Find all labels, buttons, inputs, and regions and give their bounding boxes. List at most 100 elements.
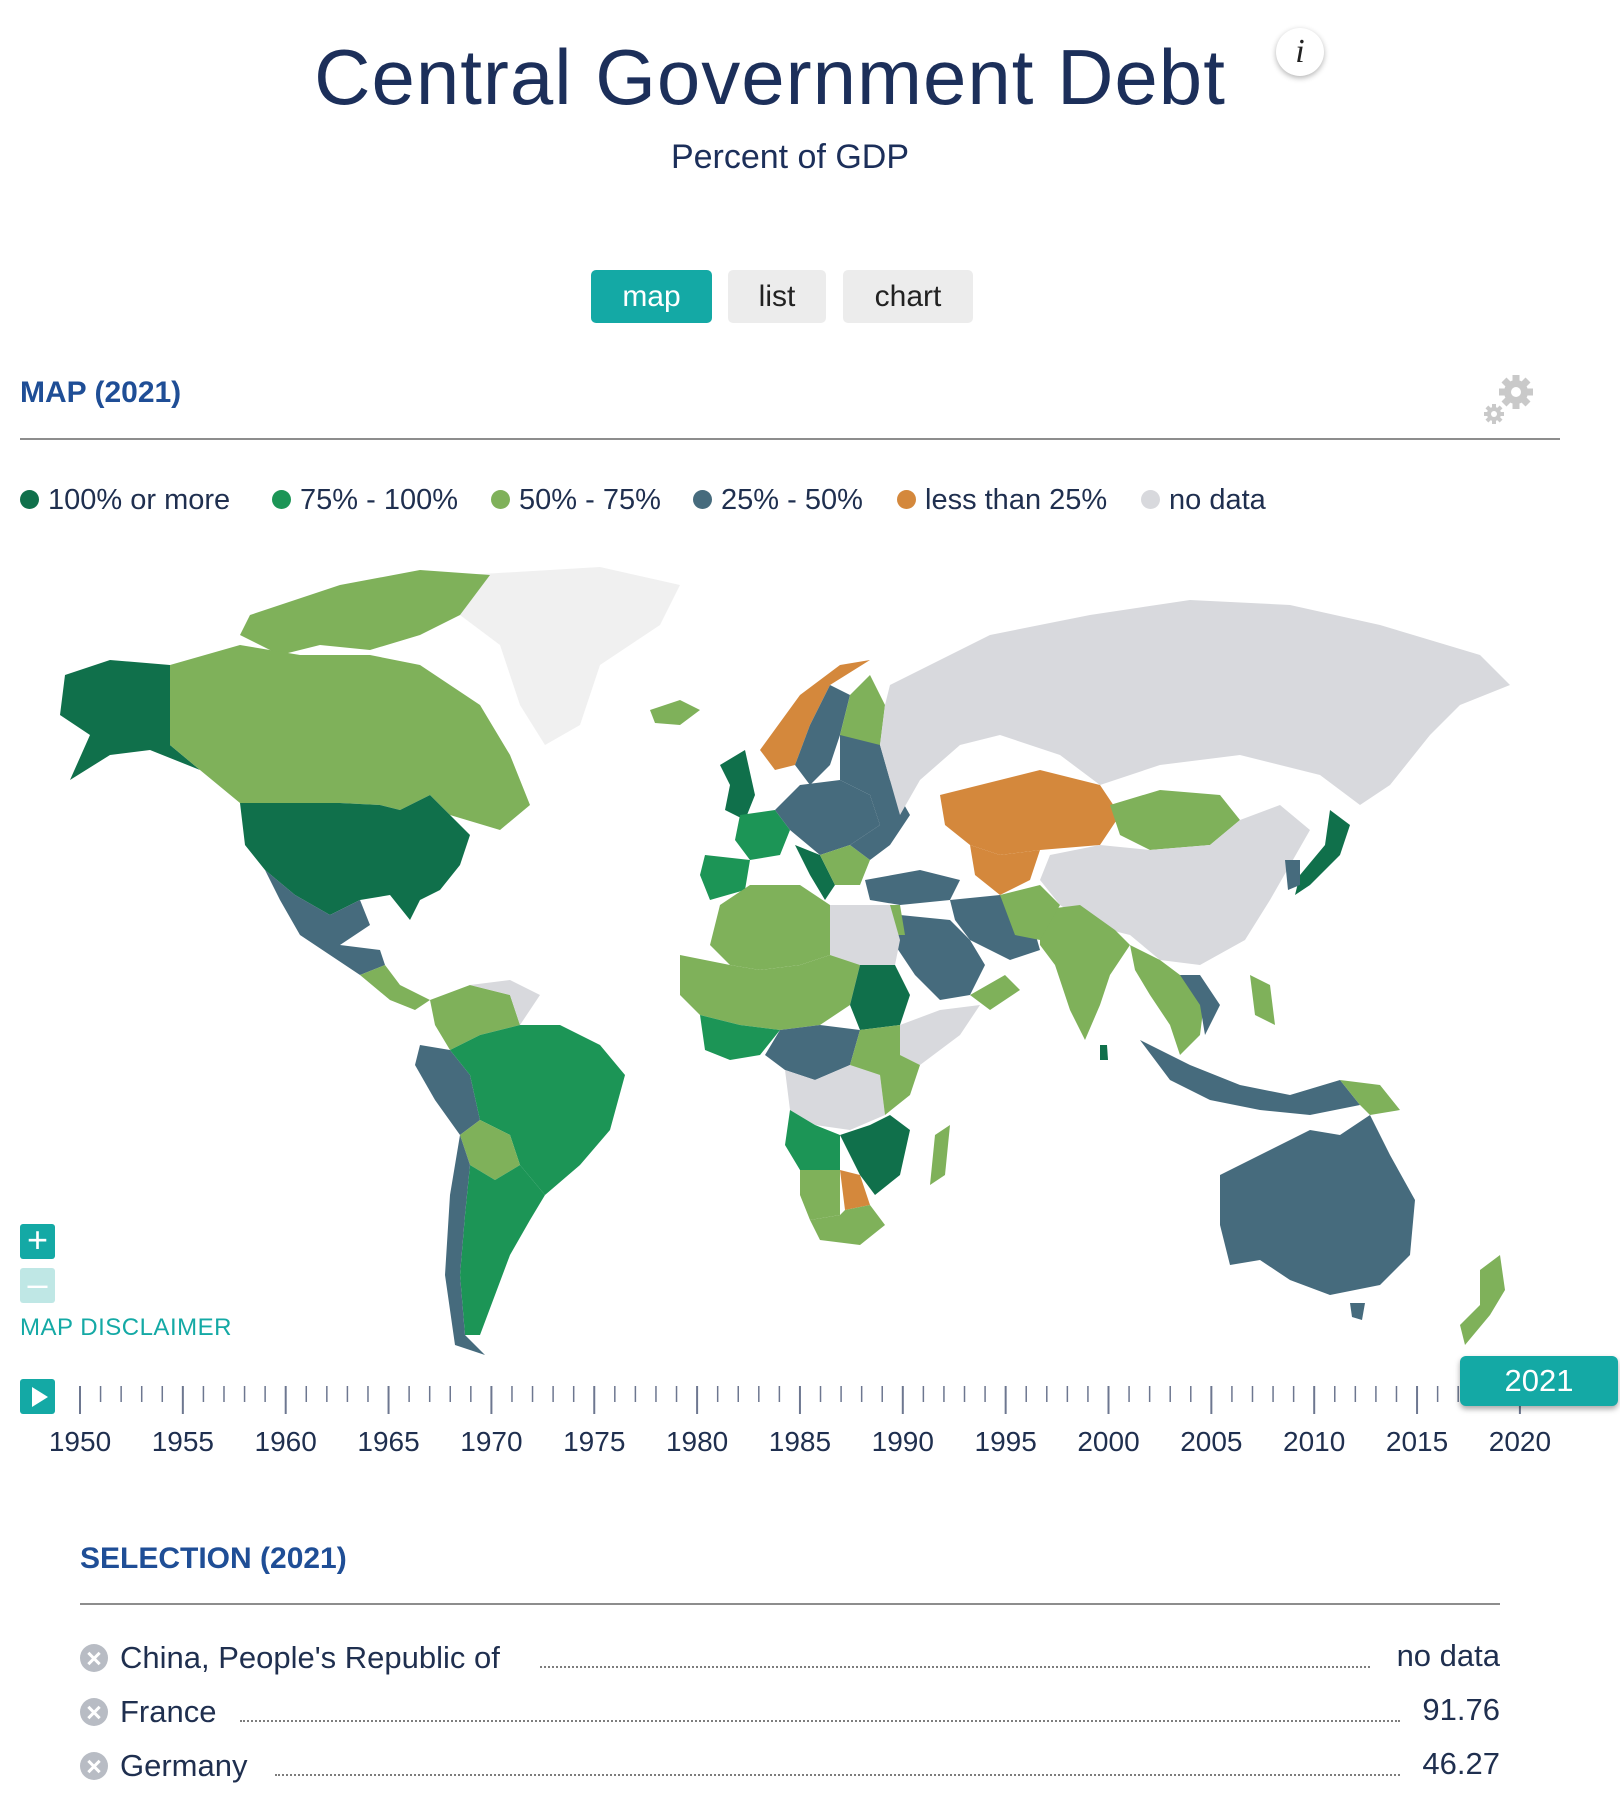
timeline-year-label[interactable]: 2005: [1180, 1426, 1243, 1457]
tab-map[interactable]: map: [591, 270, 712, 323]
region-bolivia[interactable]: [460, 1120, 520, 1180]
region-canada[interactable]: [170, 645, 530, 830]
legend-item-25-50[interactable]: 25% - 50%: [693, 484, 863, 517]
legend-label: 100% or more: [48, 484, 231, 516]
region-libya-egypt[interactable]: [830, 905, 900, 965]
world-map[interactable]: [40, 555, 1540, 1365]
region-greenland[interactable]: [460, 567, 680, 745]
region-finland[interactable]: [840, 675, 885, 755]
remove-icon[interactable]: [80, 1644, 108, 1672]
remove-icon[interactable]: [80, 1698, 108, 1726]
region-madagascar[interactable]: [930, 1125, 950, 1185]
timeline-year-label[interactable]: 1980: [665, 1426, 729, 1457]
tab-list[interactable]: list: [728, 270, 826, 323]
region-botswana[interactable]: [840, 1170, 870, 1210]
timeline-year-label[interactable]: 1950: [48, 1426, 112, 1457]
region-iberia[interactable]: [700, 855, 750, 900]
timeline-year-label[interactable]: 1960: [254, 1426, 317, 1457]
region-argentina[interactable]: [460, 1165, 545, 1335]
region-kazakhstan[interactable]: [940, 770, 1120, 855]
legend-dot: [693, 489, 712, 509]
region-uk[interactable]: [720, 750, 755, 820]
region-west-africa[interactable]: [700, 1015, 780, 1060]
region-east-africa[interactable]: [850, 1025, 920, 1115]
timeline-year-label[interactable]: 2020: [1488, 1426, 1552, 1457]
timeline-year-label[interactable]: 1985: [768, 1426, 832, 1457]
region-indonesia[interactable]: [1140, 1040, 1360, 1115]
timeline-year-label[interactable]: 1965: [357, 1426, 420, 1457]
zoom-in-button[interactable]: +: [20, 1222, 55, 1259]
timeline-year-label[interactable]: 2015: [1385, 1426, 1449, 1457]
region-sudan[interactable]: [850, 965, 910, 1030]
timeline-slider[interactable]: [60, 1380, 1540, 1430]
legend-item-no-data[interactable]: no data: [1141, 484, 1266, 517]
legend-item-less-25[interactable]: less than 25%: [897, 484, 1107, 517]
legend-dot: [20, 489, 39, 509]
region-central-europe[interactable]: [775, 780, 880, 855]
timeline-year-label[interactable]: 1970: [460, 1426, 523, 1457]
map-section-heading: MAP (2021): [20, 376, 182, 409]
region-central-asia[interactable]: [970, 845, 1040, 895]
region-chile[interactable]: [445, 1135, 485, 1355]
region-angola[interactable]: [785, 1110, 840, 1170]
region-japan[interactable]: [1295, 810, 1350, 895]
selection-country: Germany: [120, 1748, 248, 1783]
region-namibia[interactable]: [800, 1170, 840, 1220]
region-sri-lanka[interactable]: [1100, 1045, 1108, 1060]
region-italy[interactable]: [795, 845, 835, 900]
region-balkans[interactable]: [820, 845, 870, 885]
region-gulf[interactable]: [970, 975, 1020, 1010]
region-peru-ecuador[interactable]: [415, 1045, 480, 1135]
region-sweden[interactable]: [795, 685, 850, 785]
timeline-year-label[interactable]: 1975: [563, 1426, 626, 1457]
region-france[interactable]: [735, 810, 790, 860]
legend-item-100-plus[interactable]: 100% or more: [20, 484, 230, 517]
region-canada-arctic[interactable]: [240, 570, 490, 655]
region-central-america[interactable]: [360, 965, 430, 1010]
region-mexico[interactable]: [265, 870, 385, 975]
region-new-zealand[interactable]: [1460, 1255, 1505, 1345]
region-congo[interactable]: [785, 1065, 885, 1130]
region-vietnam[interactable]: [1180, 975, 1220, 1035]
remove-icon[interactable]: [80, 1752, 108, 1780]
timeline-year-label[interactable]: 1955: [151, 1426, 214, 1457]
tab-chart[interactable]: chart: [843, 270, 973, 323]
region-philippines[interactable]: [1250, 975, 1275, 1025]
region-russia[interactable]: [880, 600, 1510, 815]
map-disclaimer-link[interactable]: MAP DISCLAIMER: [20, 1314, 232, 1341]
region-central-africa[interactable]: [765, 1025, 860, 1080]
region-mozambique[interactable]: [840, 1115, 910, 1195]
region-colombia-venezuela[interactable]: [430, 985, 520, 1050]
region-iceland[interactable]: [650, 700, 700, 725]
timeline-year-label[interactable]: 1990: [871, 1426, 934, 1457]
region-guianas[interactable]: [470, 980, 540, 1025]
legend-item-50-75[interactable]: 50% - 75%: [491, 484, 661, 517]
timeline-year-label[interactable]: 2000: [1077, 1426, 1140, 1457]
timeline-year-label[interactable]: 2010: [1283, 1426, 1346, 1457]
region-korea[interactable]: [1285, 860, 1300, 890]
region-india[interactable]: [1040, 905, 1130, 1040]
region-south-africa[interactable]: [810, 1205, 885, 1245]
region-brazil[interactable]: [450, 1025, 625, 1195]
region-north-africa[interactable]: [710, 885, 830, 970]
zoom-out-button[interactable]: –: [20, 1266, 55, 1303]
region-southeast-asia[interactable]: [1130, 945, 1205, 1055]
region-sahel[interactable]: [680, 955, 860, 1030]
legend-item-75-100[interactable]: 75% - 100%: [272, 484, 458, 517]
region-mongolia[interactable]: [1110, 790, 1240, 850]
region-tasmania[interactable]: [1350, 1303, 1365, 1320]
region-horn[interactable]: [900, 1005, 980, 1065]
region-alaska[interactable]: [60, 660, 200, 780]
timeline-year-label[interactable]: 1995: [974, 1426, 1037, 1457]
region-pakistan-afghanistan[interactable]: [1000, 885, 1060, 940]
play-icon[interactable]: [20, 1379, 55, 1414]
region-saudi-arabia[interactable]: [895, 915, 985, 1000]
region-png[interactable]: [1340, 1080, 1400, 1115]
selected-year-badge[interactable]: 2021: [1460, 1356, 1618, 1406]
region-usa[interactable]: [240, 795, 470, 920]
region-eastern-europe[interactable]: [840, 735, 910, 860]
gear-icon[interactable]: [1480, 370, 1540, 430]
info-icon[interactable]: i: [1276, 28, 1324, 76]
region-australia[interactable]: [1220, 1115, 1415, 1295]
region-turkey[interactable]: [865, 870, 960, 905]
